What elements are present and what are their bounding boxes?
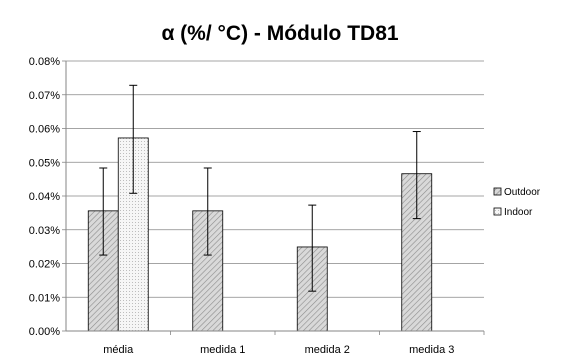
category-label: medida 1 (200, 344, 245, 356)
category-labels: média medida 1 medida 2 medida 3 (103, 344, 454, 356)
y-tick-label: 0.01% (29, 292, 60, 304)
legend-label-indoor: Indoor (504, 207, 533, 218)
y-tick-label: 0.06% (29, 124, 60, 136)
y-tick-label: 0.02% (29, 259, 60, 271)
category-label: medida 3 (409, 344, 454, 356)
y-tick-label: 0.00% (29, 326, 60, 338)
y-tick-label: 0.08% (29, 56, 60, 68)
y-tick-labels: 0.00% 0.01% 0.02% 0.03% 0.04% 0.05% 0.06% 0.07%… (29, 56, 60, 338)
legend-swatch-indoor (493, 207, 502, 216)
error-bars (99, 84, 421, 292)
legend: Outdoor Indoor (493, 187, 541, 218)
y-tick-label: 0.03% (29, 225, 60, 237)
bars (87, 137, 433, 332)
category-label: média (103, 344, 134, 356)
legend-swatch-outdoor (493, 187, 502, 196)
axes (65, 61, 485, 335)
y-tick-label: 0.05% (29, 157, 60, 169)
legend-label-outdoor: Outdoor (504, 187, 541, 198)
y-tick-label: 0.04% (29, 191, 60, 203)
y-tick-label: 0.07% (29, 90, 60, 102)
chart-title: α (%/ °C) - Módulo TD81 (161, 22, 398, 45)
category-label: medida 2 (305, 344, 350, 356)
